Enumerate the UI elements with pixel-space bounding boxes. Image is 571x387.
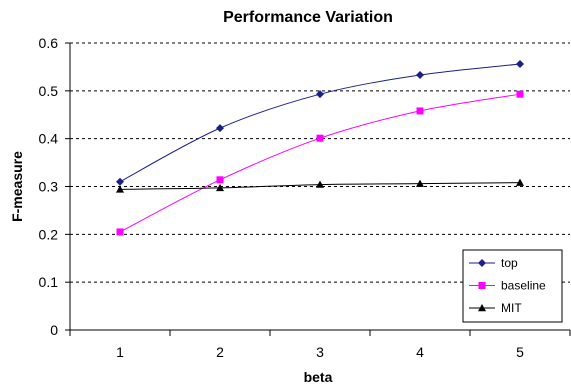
y-tick-label: 0.2 bbox=[39, 226, 59, 242]
data-point-top bbox=[416, 71, 424, 80]
y-tick-label: 0.3 bbox=[39, 179, 59, 195]
y-tick-label: 0.6 bbox=[39, 35, 59, 51]
legend: top baseline MIT bbox=[462, 249, 563, 323]
data-point-top bbox=[216, 124, 224, 133]
x-tick-label: 1 bbox=[116, 344, 124, 360]
legend-label-top: top bbox=[501, 256, 518, 270]
y-axis-label: F-measure bbox=[9, 151, 25, 222]
y-tick-label: 0.5 bbox=[39, 83, 59, 99]
data-point-baseline bbox=[216, 176, 224, 184]
y-tick-label: 0.4 bbox=[39, 131, 59, 147]
y-tick-label: 0 bbox=[50, 322, 58, 338]
data-point-baseline bbox=[516, 90, 524, 98]
x-tick-label: 5 bbox=[516, 344, 524, 360]
legend-label-mit: MIT bbox=[501, 301, 522, 315]
series-line-baseline bbox=[119, 93, 521, 233]
series-line-top bbox=[119, 63, 521, 183]
x-tick-label: 2 bbox=[216, 344, 224, 360]
data-point-mit bbox=[116, 185, 124, 193]
y-tick-labels: 0 0.1 0.2 0.3 0.4 0.5 0.6 bbox=[39, 35, 59, 338]
data-point-baseline bbox=[316, 134, 324, 142]
chart-title: Performance Variation bbox=[223, 9, 393, 26]
series-baseline bbox=[116, 90, 524, 236]
data-point-baseline bbox=[416, 107, 424, 115]
x-tick-label: 3 bbox=[316, 344, 324, 360]
data-point-baseline bbox=[116, 228, 124, 236]
data-point-mit bbox=[516, 178, 524, 186]
data-point-mit bbox=[216, 183, 224, 192]
series-group bbox=[116, 60, 524, 236]
x-axis-label: beta bbox=[304, 369, 333, 385]
data-point-top bbox=[116, 177, 124, 186]
data-point-mit bbox=[416, 179, 424, 187]
legend-marker-mit bbox=[478, 304, 486, 312]
legend-label-baseline: baseline bbox=[501, 279, 546, 293]
x-tick-label: 4 bbox=[416, 344, 424, 360]
data-point-top bbox=[516, 60, 524, 69]
legend-marker-baseline bbox=[478, 282, 486, 289]
series-mit bbox=[116, 178, 524, 193]
x-tick-labels: 1 2 3 4 5 bbox=[116, 344, 524, 360]
axes bbox=[65, 42, 571, 336]
series-top bbox=[116, 60, 524, 186]
data-point-top bbox=[316, 90, 324, 99]
data-point-mit bbox=[316, 180, 324, 188]
y-tick-label: 0.1 bbox=[39, 274, 59, 290]
legend-marker-top bbox=[478, 259, 486, 267]
grid bbox=[70, 42, 570, 283]
